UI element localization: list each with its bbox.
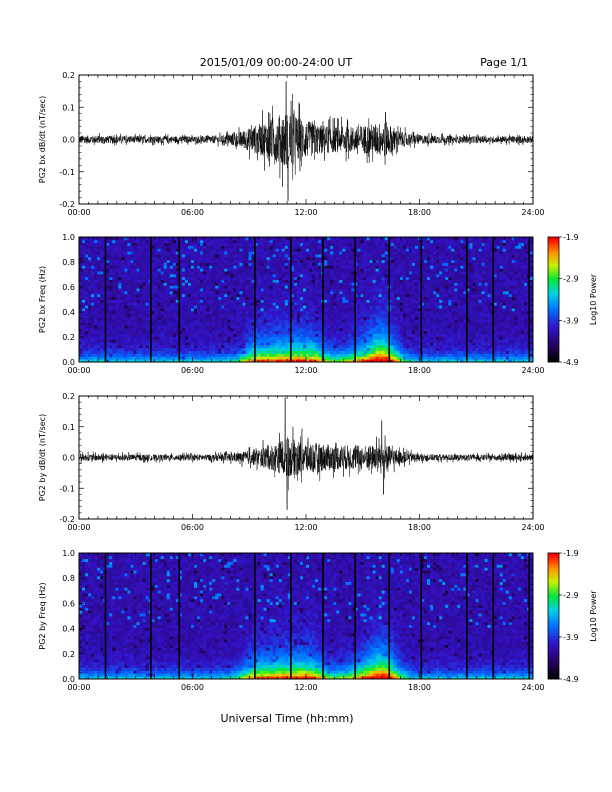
x-tick-label: 18:00 [408,523,431,532]
x-tick-label: 18:00 [408,683,431,692]
x-tick-label: 18:00 [408,208,431,217]
colorbar-label: Log10 Power [589,273,598,325]
y-tick-label: 0.2 [62,333,75,342]
panel-by-spectrogram: -1.9 -2.9 -3.9 -4.9 Log10 Power 00:00 06:00 12:… [38,549,598,692]
x-tick-label: 12:00 [294,523,317,532]
y-tick-label: 0.4 [62,625,75,634]
x-tick-label: 00:00 [67,523,90,532]
y-tick-label: 0.8 [62,258,75,267]
y-tick-label: 0.2 [62,71,75,80]
y-tick-label: 0.1 [62,423,75,432]
y-tick-label: 0.0 [62,675,75,684]
x-tick-label: 06:00 [181,523,204,532]
colorbar-label: Log10 Power [589,590,598,642]
y-tick-label: 0.6 [62,599,75,608]
colorbar-tick-label: -3.9 [563,316,579,325]
page-indicator: Page 1/1 [480,56,528,69]
panel-bx-spectrogram: -1.9 -2.9 -3.9 -4.9 Log10 Power 00:00 06:00 12:… [38,233,598,375]
colorbar: -1.9 -2.9 -3.9 -4.9 Log10 Power [547,233,598,367]
y-tick-label: 0.4 [62,308,75,317]
x-tick-label: 00:00 [67,366,90,375]
spectrogram-cells [79,237,534,363]
y-tick-label: 0.2 [62,650,75,659]
panel-bx-dbdt: 00:00 06:00 12:00 18:00 24:00 -0.2 -0.1 0.0 0.1 0… [38,71,545,217]
colorbar-tick-label: -3.9 [563,633,579,642]
dbdt-trace [78,81,534,202]
x-tick-label: 24:00 [521,523,544,532]
x-tick-label: 24:00 [521,366,544,375]
colorbar-tick-label: -2.9 [563,591,579,600]
y-axis-label: PG2 bx Freq (Hz) [38,266,47,333]
colorbar-tick-label: -4.9 [563,675,579,684]
y-tick-label: 0.2 [62,392,75,401]
y-tick-label: 0.0 [62,454,75,463]
x-tick-label: 24:00 [521,683,544,692]
colorbar-tick-label: -2.9 [563,275,579,284]
x-tick-label: 00:00 [67,683,90,692]
y-tick-label: -0.1 [59,168,75,177]
y-tick-label: -0.2 [59,515,75,524]
colorbar-tick-label: -1.9 [563,549,579,558]
colorbar-tick-label: -1.9 [563,233,579,242]
x-tick-label: 18:00 [408,366,431,375]
dbdt-trace [78,397,534,510]
y-tick-label: 0.6 [62,283,75,292]
figure-title: 2015/01/09 00:00-24:00 UT [200,56,353,69]
x-tick-label: 06:00 [181,683,204,692]
colorbar: -1.9 -2.9 -3.9 -4.9 Log10 Power [547,549,598,684]
y-tick-label: 0.8 [62,574,75,583]
y-axis-label: PG2 by dB/dt (nT/sec) [38,414,47,501]
x-tick-label: 06:00 [181,366,204,375]
x-tick-label: 12:00 [294,208,317,217]
y-axis-label: PG2 by Freq (Hz) [38,582,47,649]
x-axis-label: Universal Time (hh:mm) [221,712,354,725]
x-tick-label: 12:00 [294,683,317,692]
y-axis-label: PG2 bx dB/dt (nT/sec) [38,96,47,183]
spectrogram-cells [79,553,534,680]
x-tick-label: 06:00 [181,208,204,217]
x-tick-label: 00:00 [67,208,90,217]
y-tick-label: 1.0 [62,549,75,558]
y-tick-label: -0.2 [59,200,75,209]
x-tick-label: 24:00 [521,208,544,217]
y-tick-label: 0.1 [62,103,75,112]
y-tick-label: -0.1 [59,484,75,493]
y-tick-label: 1.0 [62,233,75,242]
panel-by-dbdt: 00:00 06:00 12:00 18:00 24:00 -0.2 -0.1 0.0 0.1 0… [38,392,545,532]
x-tick-label: 12:00 [294,366,317,375]
y-tick-label: 0.0 [62,136,75,145]
y-tick-label: 0.0 [62,358,75,367]
colorbar-tick-label: -4.9 [563,358,579,367]
